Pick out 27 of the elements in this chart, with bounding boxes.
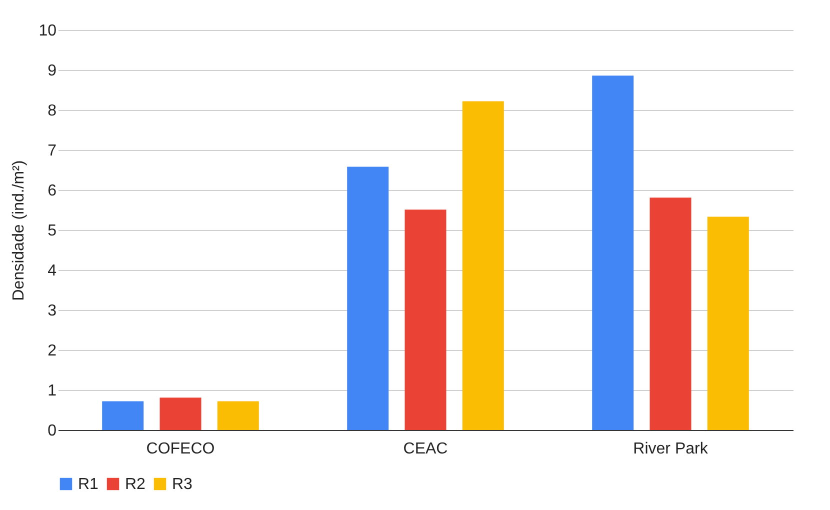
y-tick-label: 5 xyxy=(48,222,57,240)
bar xyxy=(592,76,634,430)
y-axis-title: Densidade (ind./m²) xyxy=(10,160,28,301)
bar xyxy=(462,101,504,430)
y-tick-label: 1 xyxy=(48,382,57,400)
bar xyxy=(217,401,259,430)
y-tick-label: 0 xyxy=(48,422,57,440)
bar xyxy=(160,398,202,430)
y-tick-label: 9 xyxy=(48,62,57,80)
x-tick-label: River Park xyxy=(633,440,709,458)
x-tick-label: CEAC xyxy=(403,440,448,458)
legend-label: R1 xyxy=(78,476,99,493)
y-tick-label: 8 xyxy=(48,102,57,120)
y-tick-label: 7 xyxy=(48,142,57,160)
y-tick-label: 3 xyxy=(48,302,57,320)
bar xyxy=(707,216,749,430)
bar xyxy=(404,210,446,430)
y-tick-label: 4 xyxy=(48,262,57,280)
y-tick-label: 6 xyxy=(48,182,57,200)
legend-label: R2 xyxy=(125,476,146,493)
bar xyxy=(102,401,144,430)
x-tick-label: COFECO xyxy=(146,440,215,458)
y-tick-label: 10 xyxy=(38,22,57,40)
bar xyxy=(347,166,389,430)
y-tick-label: 2 xyxy=(48,342,57,360)
legend-label: R3 xyxy=(172,476,193,493)
bar xyxy=(650,198,692,430)
